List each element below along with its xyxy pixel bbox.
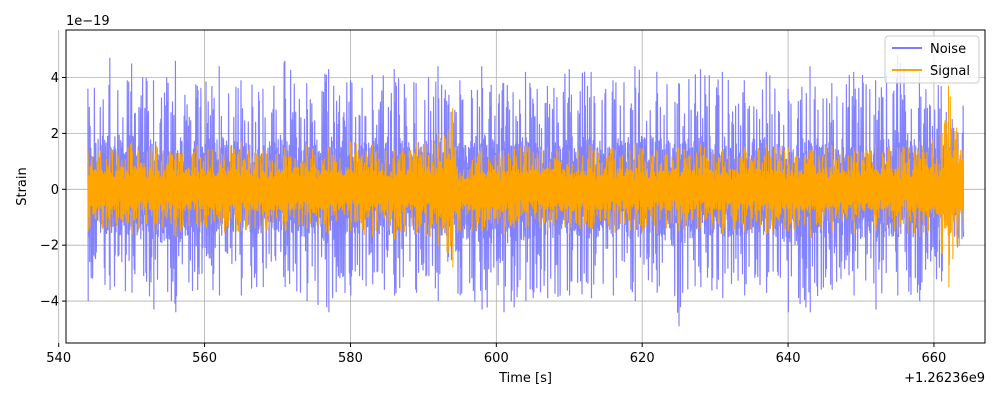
y-tick-label: 4 xyxy=(51,71,59,86)
x-tick-label: 560 xyxy=(192,351,217,366)
x-axis-ticks: 540 560 580 600 620 640 660 xyxy=(46,343,946,366)
y-multiplier-text: 1e−19 xyxy=(66,14,110,29)
y-tick-label: 0 xyxy=(51,183,59,198)
x-tick-label: 580 xyxy=(338,351,363,366)
x-tick-label: 540 xyxy=(46,351,71,366)
x-axis-label: Time [s] xyxy=(498,371,552,386)
legend: Noise Signal xyxy=(884,35,980,84)
x-offset-text: +1.26236e9 xyxy=(904,371,985,386)
legend-label-signal: Signal xyxy=(930,64,970,79)
x-tick-label: 660 xyxy=(922,351,947,366)
series-layer xyxy=(87,55,965,327)
x-tick-label: 620 xyxy=(630,351,655,366)
y-tick-label: 2 xyxy=(51,127,59,142)
x-tick-label: 600 xyxy=(484,351,509,366)
series-line-signal xyxy=(87,85,965,288)
plot-frame xyxy=(65,29,986,344)
y-axis-ticks: −4 −2 0 2 4 xyxy=(40,71,66,310)
y-tick-label: −4 xyxy=(40,295,59,310)
legend-label-noise: Noise xyxy=(930,42,966,57)
y-axis-label: Strain xyxy=(15,167,30,206)
y-tick-label: −2 xyxy=(40,239,59,254)
x-tick-label: 640 xyxy=(776,351,801,366)
